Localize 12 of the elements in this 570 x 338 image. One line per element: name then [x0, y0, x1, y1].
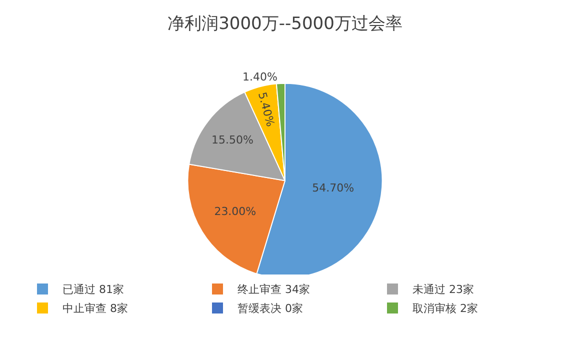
- data-label: 5.40%: [255, 90, 277, 128]
- legend-label: 取消审核 2家: [412, 302, 478, 316]
- data-label: 54.70%: [312, 181, 354, 194]
- data-label: 1.40%: [242, 70, 278, 84]
- data-label: 15.50%: [212, 134, 254, 147]
- legend-label: 中止审查 8家: [62, 302, 128, 316]
- legend-label: 终止审查 34家: [238, 283, 310, 296]
- legend-label: 已通过 81家: [62, 283, 124, 296]
- data-label: 23.00%: [214, 204, 256, 218]
- legend-label: 暂缓表决 0家: [238, 302, 303, 316]
- legend-label: 未通过 23家: [412, 283, 474, 296]
- chart-title: 净利润3000万--5000万过会率: [168, 14, 402, 34]
